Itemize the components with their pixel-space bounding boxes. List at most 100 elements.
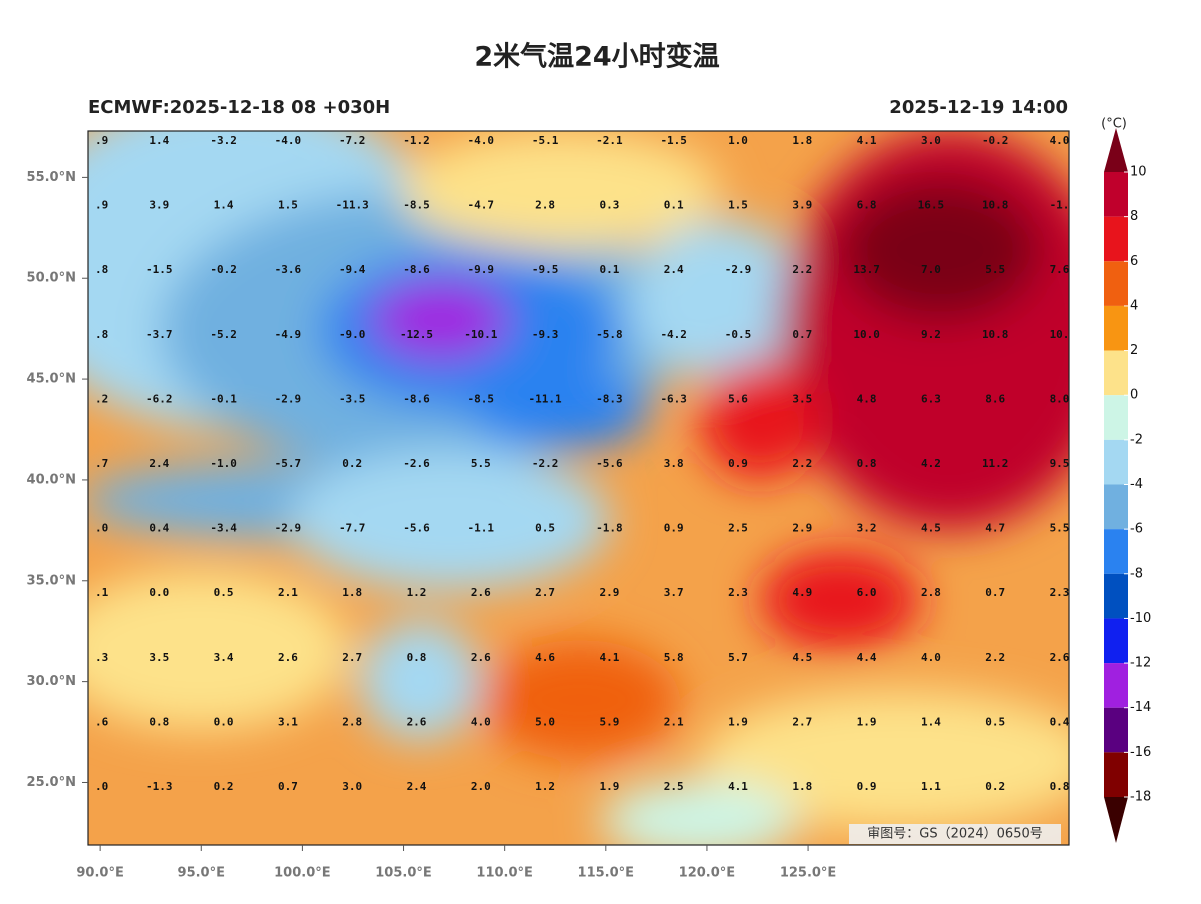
- colorbar-unit: (°C): [1101, 117, 1127, 132]
- colorbar-tick-label: -6: [1130, 522, 1143, 537]
- grid-value: 6.0: [857, 586, 877, 599]
- grid-value: .8: [95, 263, 108, 276]
- grid-value: -5.7: [275, 457, 302, 470]
- y-tick-label: 55.0°N: [27, 170, 76, 185]
- grid-value: 0.1: [664, 199, 684, 212]
- grid-value: 5.6: [728, 392, 748, 405]
- grid-value: 10.: [1050, 328, 1070, 341]
- grid-value: -12.5: [400, 328, 433, 341]
- grid-value: -1.1: [468, 522, 495, 535]
- y-tick-label: 25.0°N: [27, 775, 76, 790]
- grid-value: 2.8: [342, 715, 362, 728]
- grid-value: 1.1: [921, 780, 941, 793]
- grid-value: 2.7: [792, 715, 812, 728]
- grid-value: -5.6: [596, 457, 623, 470]
- grid-value: 3.9: [149, 199, 169, 212]
- grid-value: 4.6: [535, 651, 555, 664]
- colorbar-segment: [1104, 439, 1128, 485]
- grid-value: 2.2: [985, 651, 1005, 664]
- colorbar-tick-label: 0: [1130, 388, 1138, 403]
- colorbar-segment: [1104, 216, 1128, 262]
- colorbar-tick-label: -18: [1130, 790, 1151, 805]
- grid-value: -9.9: [468, 263, 495, 276]
- grid-value: 2.3: [728, 586, 748, 599]
- grid-value: 4.1: [728, 780, 748, 793]
- grid-value: 1.5: [728, 199, 748, 212]
- grid-value: -3.2: [210, 134, 237, 147]
- colorbar-tick-label: 4: [1130, 298, 1138, 313]
- grid-value: 0.3: [599, 199, 619, 212]
- grid-value: 2.6: [1050, 651, 1070, 664]
- grid-value: -10.1: [464, 328, 497, 341]
- x-tick-label: 120.0°E: [679, 866, 736, 881]
- grid-value: -4.0: [275, 134, 302, 147]
- grid-value: -0.2: [982, 134, 1009, 147]
- grid-value: -5.8: [596, 328, 623, 341]
- grid-value: 0.5: [985, 715, 1005, 728]
- grid-value: -1.5: [146, 263, 173, 276]
- grid-value: 10.8: [982, 328, 1009, 341]
- y-tick-label: 40.0°N: [27, 472, 76, 487]
- grid-value: -8.5: [468, 392, 495, 405]
- x-tick-label: 105.0°E: [375, 866, 432, 881]
- grid-value: -0.5: [725, 328, 752, 341]
- grid-value: 8.6: [985, 392, 1005, 405]
- grid-value: -7.2: [339, 134, 366, 147]
- grid-value: 4.9: [792, 586, 812, 599]
- grid-value: -8.5: [403, 199, 430, 212]
- grid-value: 6.8: [857, 199, 877, 212]
- grid-value: 1.5: [278, 199, 298, 212]
- grid-value: 2.6: [471, 651, 491, 664]
- colorbar-tick-label: 6: [1130, 254, 1138, 269]
- grid-value: 1.0: [728, 134, 748, 147]
- grid-value: .9: [95, 134, 108, 147]
- grid-value: 3.7: [664, 586, 684, 599]
- grid-value: 0.7: [278, 780, 298, 793]
- grid-value: 0.9: [728, 457, 748, 470]
- grid-value: 2.7: [342, 651, 362, 664]
- grid-value: 2.2: [792, 263, 812, 276]
- grid-value: -8.6: [403, 392, 430, 405]
- grid-value: 0.2: [985, 780, 1005, 793]
- grid-value: 3.5: [149, 651, 169, 664]
- grid-value: -1.3: [146, 780, 173, 793]
- grid-value: 2.6: [407, 715, 427, 728]
- grid-value: -9.5: [532, 263, 559, 276]
- grid-value: 2.9: [792, 522, 812, 535]
- grid-value: 2.1: [664, 715, 684, 728]
- grid-value: 6.3: [921, 392, 941, 405]
- grid-value: 0.8: [407, 651, 427, 664]
- stamp-box: [849, 824, 1061, 844]
- grid-value: 2.8: [535, 199, 555, 212]
- map-frame: [87, 130, 1070, 846]
- grid-value: 2.8: [921, 586, 941, 599]
- grid-value: 2.6: [471, 586, 491, 599]
- colorbar-tick-label: -10: [1130, 611, 1151, 626]
- grid-value: 2.4: [149, 457, 169, 470]
- grid-value: 2.6: [278, 651, 298, 664]
- grid-value: -2.9: [275, 392, 302, 405]
- grid-value: 0.1: [599, 263, 619, 276]
- grid-value: .8: [95, 328, 108, 341]
- grid-value: 3.4: [214, 651, 234, 664]
- x-tick-label: 95.0°E: [178, 866, 225, 881]
- grid-value: -1.0: [210, 457, 237, 470]
- grid-value: 2.9: [599, 586, 619, 599]
- colorbar-segment: [1104, 172, 1128, 217]
- grid-value: -6.3: [660, 392, 687, 405]
- grid-value: 5.5: [985, 263, 1005, 276]
- grid-value: .0: [95, 780, 108, 793]
- x-tick-label: 125.0°E: [780, 866, 837, 881]
- grid-value: 16.5: [918, 199, 945, 212]
- grid-value: 0.2: [214, 780, 234, 793]
- grid-value: .6: [95, 715, 109, 728]
- grid-value: -3.4: [210, 522, 237, 535]
- grid-value: 3.1: [278, 715, 298, 728]
- grid-value: 3.5: [792, 392, 812, 405]
- grid-value: 5.8: [664, 651, 684, 664]
- grid-value: 4.1: [857, 134, 877, 147]
- title: 2米气温24小时变温: [474, 41, 719, 73]
- colorbar-segment: [1104, 484, 1128, 530]
- colorbar-tick-label: -12: [1130, 656, 1151, 671]
